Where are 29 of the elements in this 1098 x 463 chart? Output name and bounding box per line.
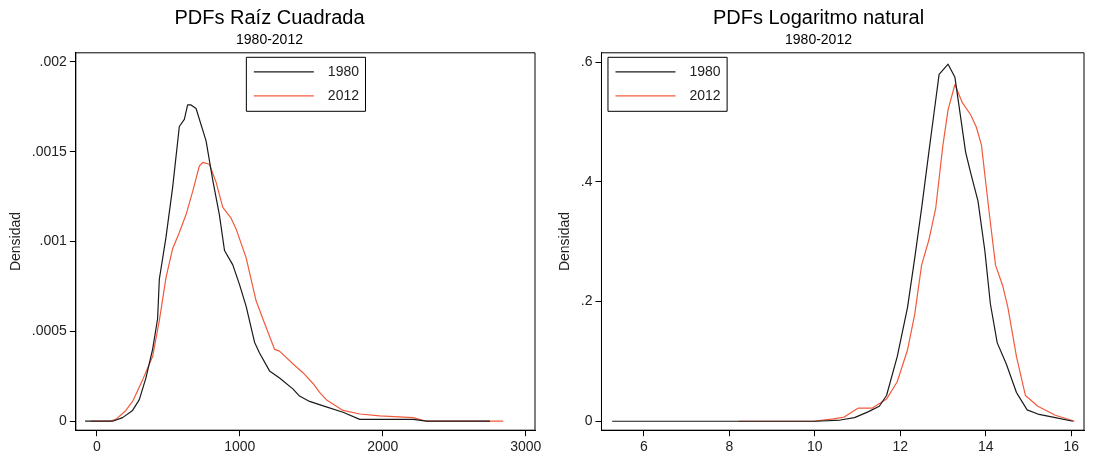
legend-label: 1980: [327, 62, 360, 79]
legend-label: 2012: [689, 86, 721, 103]
y-axis-title: Densidad: [7, 211, 24, 272]
chart-subtitle: 1980-2012: [236, 31, 304, 48]
x-tick-label: 14: [977, 438, 994, 455]
y-tick-label: .4: [580, 172, 593, 189]
legend-label: 2012: [327, 86, 360, 103]
y-tick-label: .6: [580, 53, 593, 70]
y-tick-label: 0: [59, 412, 68, 429]
y-tick-label: .002: [39, 52, 68, 69]
y-tick-label: .0005: [31, 322, 68, 339]
y-axis-title: Densidad: [556, 211, 573, 272]
x-tick-label: 12: [892, 438, 909, 455]
x-tick-label: 16: [1063, 438, 1080, 455]
y-tick-label: .0015: [31, 142, 68, 159]
x-tick-label: 8: [725, 438, 734, 455]
legend-label: 1980: [689, 62, 721, 79]
chart-subtitle: 1980-2012: [785, 31, 853, 48]
chart-title: PDFs Logaritmo natural: [712, 5, 925, 28]
chart-title: PDFs Raíz Cuadrada: [174, 5, 366, 28]
x-tick-label: 6: [639, 438, 648, 455]
x-tick-label: 2000: [367, 438, 399, 455]
y-tick-label: 0: [584, 412, 593, 429]
x-tick-label: 0: [92, 438, 101, 455]
x-tick-label: 10: [806, 438, 823, 455]
y-tick-label: .2: [580, 292, 593, 309]
y-tick-label: .001: [39, 232, 68, 249]
x-tick-label: 3000: [510, 438, 542, 455]
x-tick-label: 1000: [224, 438, 256, 455]
